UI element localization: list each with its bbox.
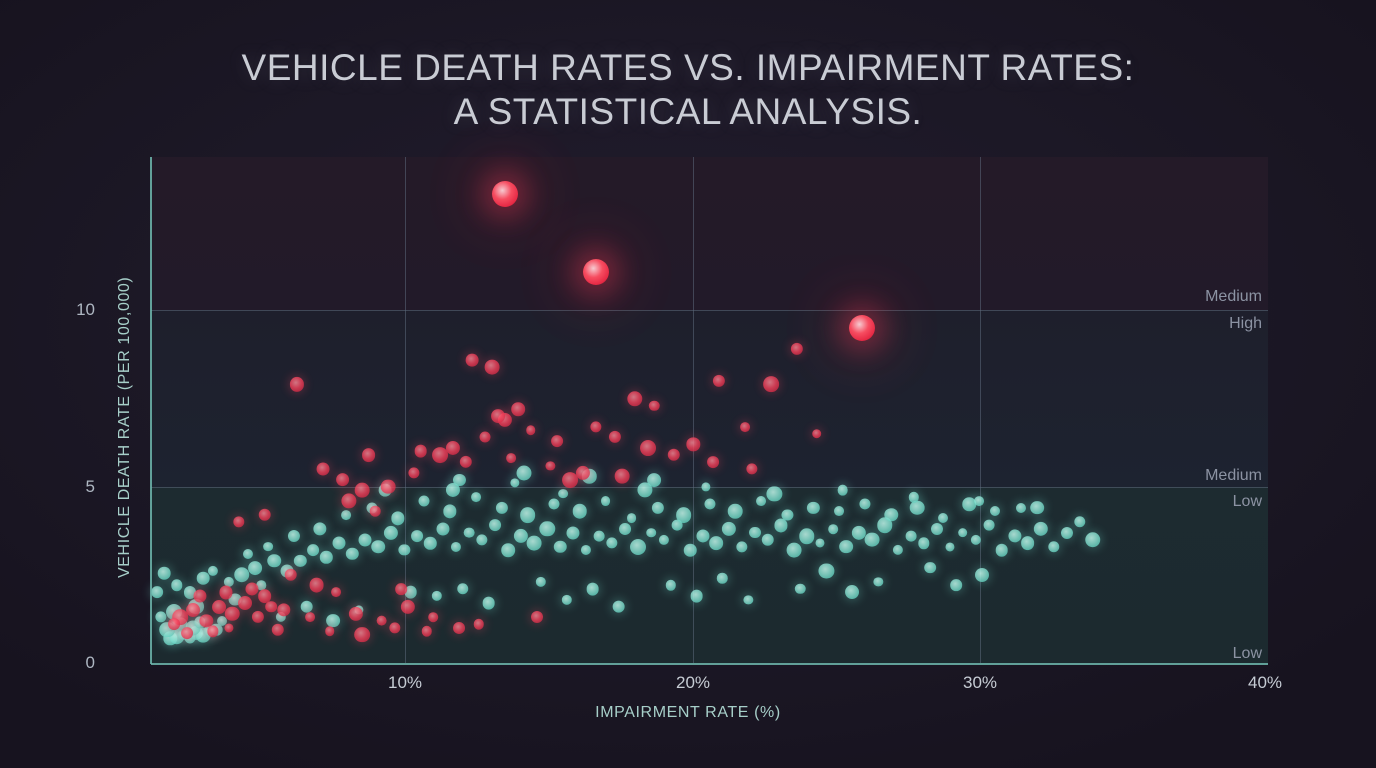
page-title: VEHICLE DEATH RATES VS. IMPAIRMENT RATES…: [0, 46, 1376, 134]
risk-band-low: [151, 487, 1268, 663]
x-axis-label: IMPAIRMENT RATE (%): [595, 704, 781, 721]
y-tick-10: 10: [76, 300, 95, 319]
scatter-plot-area: [150, 157, 1268, 665]
title-line-2: A STATISTICAL ANALYSIS.: [453, 91, 923, 132]
band-note-medium-upper: Medium: [1205, 288, 1262, 305]
band-note-medium-lower: Medium: [1205, 467, 1262, 484]
gridline-y-10: [151, 310, 1268, 311]
y-axis-line: [150, 157, 152, 664]
gridline-x-30: [980, 157, 981, 663]
x-axis-line: [151, 663, 1268, 665]
risk-band-medium: [151, 310, 1268, 487]
band-note-low-baseline: Low: [1232, 645, 1262, 662]
risk-band-high: [151, 157, 1268, 310]
band-note-high: High: [1229, 315, 1262, 332]
x-tick-40: 40%: [1247, 673, 1283, 692]
y-tick-5: 5: [85, 477, 95, 496]
y-tick-0: 0: [85, 653, 95, 672]
band-note-low-upper: Low: [1232, 493, 1262, 510]
title-line-1: VEHICLE DEATH RATES VS. IMPAIRMENT RATES…: [241, 47, 1135, 88]
x-tick-10: 10%: [387, 673, 423, 692]
gridline-x-10: [405, 157, 406, 663]
x-tick-20: 20%: [675, 673, 711, 692]
gridline-x-20: [693, 157, 694, 663]
gridline-y-5: [151, 487, 1268, 488]
y-axis-label: VEHICLE DEATH RATE (PER 100,000): [116, 276, 133, 578]
x-tick-30: 30%: [962, 673, 998, 692]
